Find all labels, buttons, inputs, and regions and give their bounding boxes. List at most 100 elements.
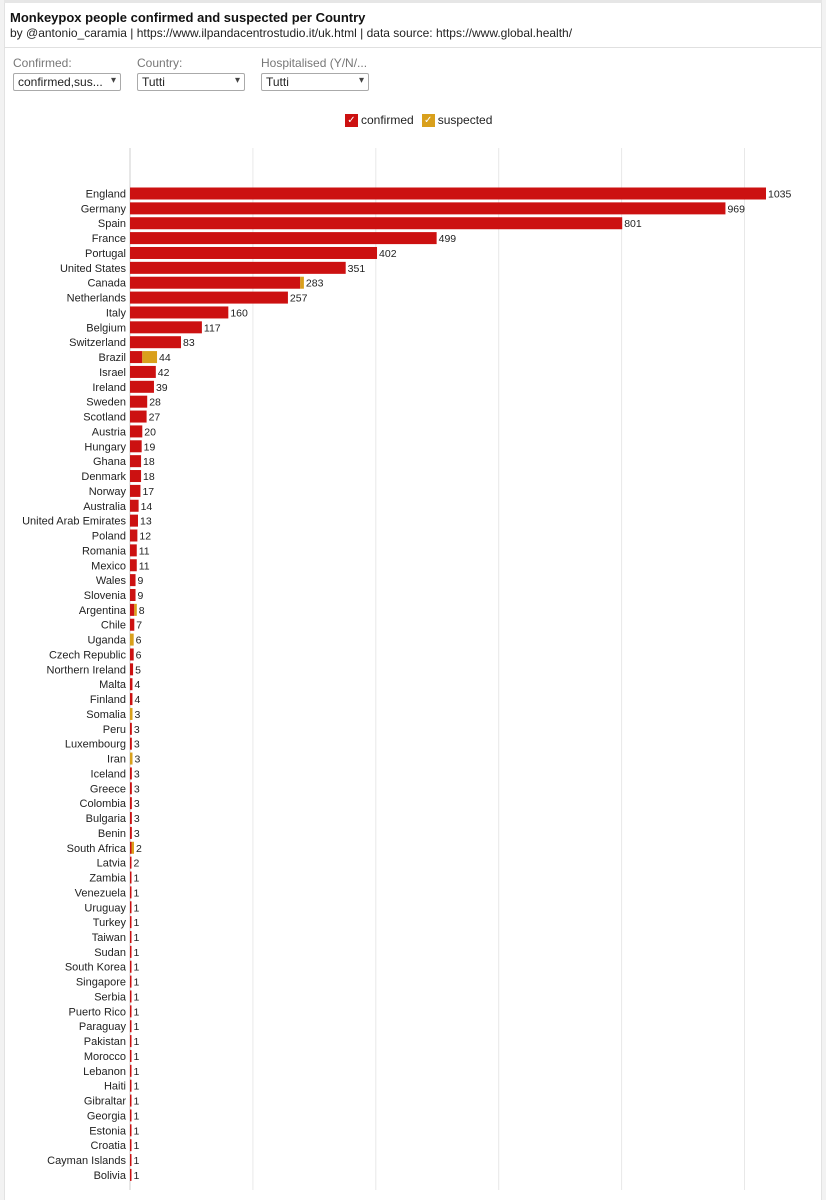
- bar-suspected: [134, 603, 137, 616]
- category-label: Scotland: [83, 412, 126, 424]
- data-label: 1: [134, 902, 140, 914]
- filter-hospitalised: Hospitalised (Y/N/... Tutti ▾: [261, 56, 369, 91]
- category-label: Haiti: [104, 1081, 126, 1093]
- bar-confirmed: [130, 782, 132, 795]
- bar-confirmed: [130, 499, 139, 512]
- bar-confirmed: [130, 1094, 132, 1107]
- data-label: 3: [134, 798, 140, 810]
- bar-confirmed: [130, 901, 132, 914]
- category-label: Morocco: [84, 1051, 126, 1063]
- bar-confirmed: [130, 767, 132, 780]
- bar-confirmed: [130, 336, 182, 349]
- data-label: 3: [134, 768, 140, 780]
- bar-confirmed: [130, 826, 132, 839]
- filter-hospitalised-select[interactable]: Tutti ▾: [261, 73, 369, 91]
- bar-confirmed: [130, 529, 138, 542]
- filter-confirmed: Confirmed: confirmed,sus... ▾: [13, 56, 121, 91]
- filter-hospitalised-label: Hospitalised (Y/N/...: [261, 56, 368, 70]
- category-label: Lebanon: [83, 1066, 126, 1078]
- bar-confirmed: [130, 886, 132, 899]
- filter-hospitalised-value: Tutti: [266, 75, 289, 89]
- bar-confirmed: [130, 410, 147, 423]
- bar-confirmed: [130, 603, 135, 616]
- data-label: 1: [134, 1096, 140, 1108]
- bar-confirmed: [130, 618, 135, 631]
- category-label: Poland: [92, 531, 126, 543]
- category-label: Germany: [81, 203, 127, 215]
- bar-confirmed: [130, 975, 132, 988]
- bar-confirmed: [130, 1139, 132, 1152]
- category-label: Sudan: [94, 947, 126, 959]
- category-label: Somalia: [86, 709, 127, 721]
- bar-confirmed: [130, 737, 132, 750]
- bar-confirmed: [130, 1154, 132, 1167]
- data-label: 1: [134, 1021, 140, 1033]
- category-label: Ghana: [93, 456, 127, 468]
- checkbox-checked-icon[interactable]: ✓: [421, 113, 435, 127]
- filter-confirmed-select[interactable]: confirmed,sus... ▾: [13, 73, 121, 91]
- bar-confirmed: [130, 1035, 132, 1048]
- filter-confirmed-value: confirmed,sus...: [18, 75, 103, 89]
- data-label: 42: [158, 367, 170, 379]
- header-divider: [4, 47, 822, 48]
- data-label: 1: [134, 1140, 140, 1152]
- category-label: Estonia: [89, 1125, 127, 1137]
- category-label: Ireland: [92, 382, 126, 394]
- category-label: Benin: [98, 828, 126, 840]
- bar-confirmed: [130, 425, 143, 438]
- data-label: 5: [135, 664, 141, 676]
- bar-confirmed: [130, 960, 132, 973]
- category-label: Romania: [82, 545, 127, 557]
- category-label: United Arab Emirates: [22, 516, 126, 528]
- data-label: 1: [134, 1066, 140, 1078]
- filter-country-label: Country:: [137, 56, 183, 70]
- bar-confirmed: [130, 1064, 132, 1077]
- category-label: Czech Republic: [49, 649, 127, 661]
- chevron-down-icon: ▾: [358, 75, 364, 86]
- category-label: Singapore: [76, 977, 126, 989]
- data-label: 20: [144, 426, 156, 438]
- data-label: 9: [138, 575, 144, 587]
- data-label: 1: [134, 1036, 140, 1048]
- category-label: Greece: [90, 783, 126, 795]
- category-label: Serbia: [94, 991, 127, 1003]
- bar-confirmed: [130, 455, 142, 468]
- bar-confirmed: [130, 440, 142, 453]
- bar-confirmed: [130, 812, 132, 825]
- bar-confirmed: [130, 990, 132, 1003]
- filter-country-select[interactable]: Tutti ▾: [137, 73, 245, 91]
- data-label: 499: [439, 233, 457, 245]
- bar-confirmed: [130, 351, 143, 364]
- category-label: Spain: [98, 218, 126, 230]
- data-label: 3: [135, 709, 141, 721]
- bar-confirmed: [130, 693, 133, 706]
- data-label: 257: [290, 293, 308, 305]
- bar-confirmed: [130, 1020, 132, 1033]
- category-label: Bulgaria: [86, 813, 127, 825]
- data-label: 11: [139, 545, 150, 557]
- data-label: 8: [139, 605, 145, 617]
- bar-confirmed: [130, 722, 132, 735]
- category-label: Iran: [107, 754, 126, 766]
- category-label: Wales: [96, 575, 127, 587]
- bar-confirmed: [130, 232, 437, 245]
- category-label: Israel: [99, 367, 126, 379]
- category-label: Latvia: [97, 858, 127, 870]
- data-label: 83: [183, 337, 195, 349]
- bar-confirmed: [130, 559, 137, 572]
- checkbox-checked-icon[interactable]: ✓: [345, 113, 358, 127]
- data-label: 1: [134, 962, 140, 974]
- legend-item-confirmed[interactable]: ✓ confirmed: [345, 113, 414, 127]
- bar-confirmed: [130, 678, 133, 691]
- bar-confirmed: [130, 1005, 132, 1018]
- data-label: 18: [143, 456, 155, 468]
- category-label: Uganda: [87, 635, 126, 647]
- data-label: 1: [134, 1051, 140, 1063]
- data-label: 4: [134, 694, 140, 706]
- category-label: Pakistan: [84, 1036, 126, 1048]
- legend-item-suspected[interactable]: ✓ suspected: [421, 113, 492, 127]
- data-label: 3: [134, 783, 140, 795]
- bar-confirmed: [130, 574, 136, 587]
- data-label: 801: [624, 218, 642, 230]
